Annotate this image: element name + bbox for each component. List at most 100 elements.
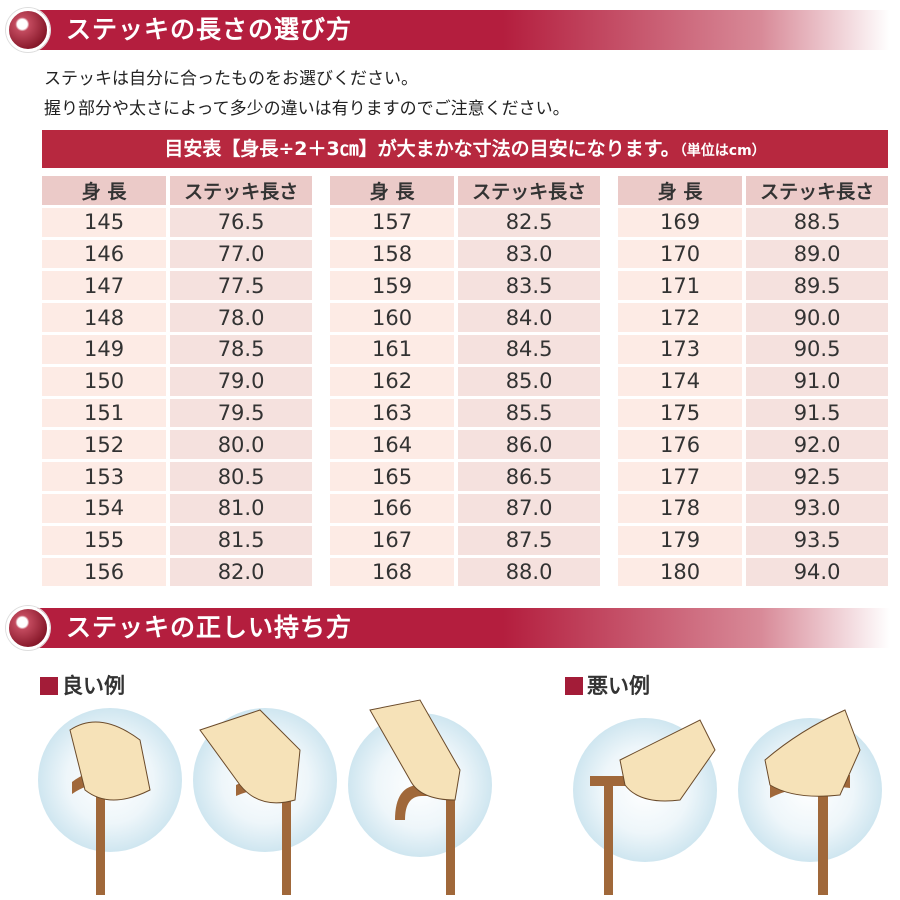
table-row: 171 89.5 — [618, 271, 888, 304]
height-cell: 170 — [618, 239, 743, 272]
cane-length-cell: 91.0 — [746, 366, 888, 399]
height-cell: 180 — [618, 557, 743, 590]
good-grip-1 — [38, 708, 182, 895]
height-cell: 176 — [618, 430, 743, 463]
cane-length-cell: 79.5 — [170, 398, 312, 431]
height-cell: 149 — [42, 334, 167, 367]
cane-length-cell: 89.0 — [746, 239, 888, 272]
table-row: 174 91.0 — [618, 366, 888, 399]
table-group-1: 身 長ステッキ長さ 145 76.5 146 77.0 147 77.5 148 78.0 149… — [42, 176, 312, 590]
cane-length-cell: 90.0 — [746, 303, 888, 335]
cane-length-cell: 77.0 — [170, 239, 312, 272]
height-cell: 148 — [42, 303, 167, 335]
good-example-label: 良い例 — [40, 670, 125, 700]
cane-length-cell: 84.0 — [458, 303, 600, 335]
square-bullet-icon — [565, 677, 583, 695]
header-height: 身 長 — [618, 176, 743, 208]
height-cell: 155 — [42, 525, 167, 558]
cane-length-cell: 92.5 — [746, 462, 888, 494]
header-cane-length: ステッキ長さ — [458, 176, 600, 208]
table-row: 165 86.5 — [330, 462, 600, 494]
height-cell: 157 — [330, 207, 455, 240]
cane-grip-illustrations — [38, 699, 882, 895]
header-height: 身 長 — [42, 176, 167, 208]
table-title: 目安表【身長÷2＋3㎝】が大まかな寸法の目安になります。（単位はcm） — [42, 130, 888, 168]
cane-length-cell: 84.5 — [458, 334, 600, 367]
height-cell: 161 — [330, 334, 455, 367]
table-row: 150 79.0 — [42, 366, 312, 399]
height-cell: 173 — [618, 334, 743, 367]
table-row: 168 88.0 — [330, 557, 600, 590]
height-cell: 146 — [42, 239, 167, 272]
height-cell: 167 — [330, 525, 455, 558]
table-row: 167 87.5 — [330, 525, 600, 558]
good-label-text: 良い例 — [62, 674, 125, 698]
table-row: 146 77.0 — [42, 239, 312, 272]
table-row: 178 93.0 — [618, 493, 888, 526]
cane-length-cell: 91.5 — [746, 398, 888, 431]
height-cell: 154 — [42, 493, 167, 526]
cane-length-cell: 90.5 — [746, 334, 888, 367]
table-row: 156 82.0 — [42, 557, 312, 590]
bullet-ball-icon — [6, 8, 50, 52]
cane-length-cell: 87.0 — [458, 493, 600, 526]
table-header-row: 身 長ステッキ長さ — [618, 176, 888, 208]
cane-length-cell: 83.5 — [458, 271, 600, 304]
cane-length-cell: 88.5 — [746, 207, 888, 240]
table-group-2: 身 長ステッキ長さ 157 82.5 158 83.0 159 83.5 160 84.0 161… — [330, 176, 600, 590]
table-row: 173 90.5 — [618, 334, 888, 367]
table-row: 172 90.0 — [618, 303, 888, 335]
table-row: 157 82.5 — [330, 207, 600, 240]
height-cell: 169 — [618, 207, 743, 240]
height-cell: 162 — [330, 366, 455, 399]
height-cell: 152 — [42, 430, 167, 463]
height-cell: 153 — [42, 462, 167, 494]
table-row: 176 92.0 — [618, 430, 888, 463]
cane-length-cell: 76.5 — [170, 207, 312, 240]
cane-length-cell: 85.0 — [458, 366, 600, 399]
height-cell: 151 — [42, 398, 167, 431]
intro-line-1: ステッキは自分に合ったものをお選びください。 — [44, 69, 418, 89]
height-cell: 175 — [618, 398, 743, 431]
table-row: 147 77.5 — [42, 271, 312, 304]
height-cell: 150 — [42, 366, 167, 399]
table-row: 163 85.5 — [330, 398, 600, 431]
cane-length-cell: 82.5 — [458, 207, 600, 240]
good-grip-2 — [193, 708, 337, 895]
table-header-row: 身 長ステッキ長さ — [330, 176, 600, 208]
height-cell: 168 — [330, 557, 455, 590]
bullet-ball-icon — [6, 606, 50, 650]
table-row: 180 94.0 — [618, 557, 888, 590]
table-row: 155 81.5 — [42, 525, 312, 558]
height-cell: 166 — [330, 493, 455, 526]
height-cell: 172 — [618, 303, 743, 335]
height-cell: 171 — [618, 271, 743, 304]
table-row: 177 92.5 — [618, 462, 888, 494]
height-cell: 179 — [618, 525, 743, 558]
table-row: 161 84.5 — [330, 334, 600, 367]
cane-length-cell: 89.5 — [746, 271, 888, 304]
cane-length-cell: 79.0 — [170, 366, 312, 399]
cane-length-cell: 93.5 — [746, 525, 888, 558]
table-header-row: 身 長ステッキ長さ — [42, 176, 312, 208]
cane-length-cell: 83.0 — [458, 239, 600, 272]
table-row: 175 91.5 — [618, 398, 888, 431]
section-header-length: ステッキの長さの選び方 — [30, 10, 890, 50]
table-row: 166 87.0 — [330, 493, 600, 526]
section-header-holding: ステッキの正しい持ち方 — [30, 608, 890, 648]
header-cane-length: ステッキ長さ — [170, 176, 312, 208]
cane-length-cell: 78.0 — [170, 303, 312, 335]
bad-label-text: 悪い例 — [587, 674, 650, 698]
height-cell: 147 — [42, 271, 167, 304]
table-row: 145 76.5 — [42, 207, 312, 240]
cane-length-cell: 81.5 — [170, 525, 312, 558]
table-row: 170 89.0 — [618, 239, 888, 272]
cane-length-cell: 92.0 — [746, 430, 888, 463]
table-row: 153 80.5 — [42, 462, 312, 494]
square-bullet-icon — [40, 677, 58, 695]
table-row: 158 83.0 — [330, 239, 600, 272]
cane-length-cell: 87.5 — [458, 525, 600, 558]
table-row: 162 85.0 — [330, 366, 600, 399]
cane-length-cell: 82.0 — [170, 557, 312, 590]
cane-length-cell: 78.5 — [170, 334, 312, 367]
